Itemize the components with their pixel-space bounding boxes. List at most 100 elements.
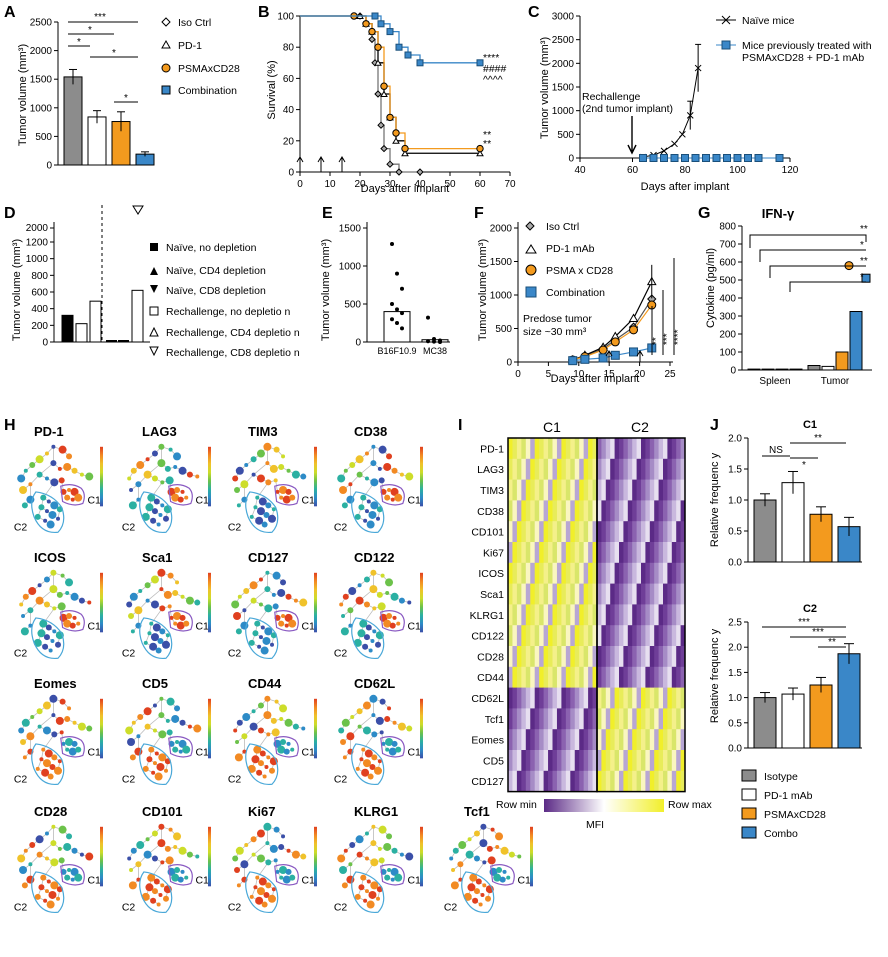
tree-node [390,877,395,882]
heatmap-cell [610,479,615,501]
tree-node [37,583,42,588]
g-ytick-label: 100 [719,348,736,359]
tree-node [40,494,47,501]
cluster-c2-outline [245,871,279,914]
tree-node [52,606,57,611]
heatmap-cell [574,521,580,543]
tree-node [55,641,61,648]
heatmap-cell [610,500,615,522]
tree-node [234,753,243,762]
heatmap-cell [658,604,664,626]
tree-edge [150,608,163,624]
tree-node [339,866,348,874]
tree-node [342,593,349,600]
c-ytick-label: 500 [557,130,574,141]
j-bot-ytick-label: 2.5 [728,618,742,629]
tree-node [79,852,84,857]
heatmap-cell [516,729,522,751]
heatmap-cell [654,708,659,730]
tree-node [165,856,174,865]
legend-j-combo: Combo [764,828,798,840]
tree-node [258,497,267,506]
heatmap-cell [676,666,681,688]
heatmap-cell [530,625,536,647]
tree-node [366,900,375,909]
cluster-c2-label: C2 [14,647,28,659]
g-ytick-label: 0 [730,366,736,377]
tree-node [269,767,275,774]
tree-node [42,726,51,735]
heatmap-cell [579,625,585,647]
tree-node [356,471,363,478]
marker-label: CD101 [142,804,182,819]
tree-node [363,518,368,523]
c-ytick-label: 3000 [552,12,575,23]
sig-j-bot-2: *** [812,627,824,638]
heatmap-cell [543,666,549,688]
heatmap-cell [619,646,624,668]
heatmap-cell [614,479,620,501]
heatmap-cell [632,750,637,772]
tree-node [171,714,180,723]
heatmap-cell [543,625,549,647]
tree-node [263,511,270,518]
heatmap-cell [632,479,637,501]
tree-node [252,630,259,637]
d-ytick-label: 1200 [26,238,49,249]
tree-node [348,623,353,628]
heatmap-cell [543,583,549,605]
heatmap-cell [570,479,576,501]
heatmap-cell [671,708,677,730]
heatmap-cell [561,604,567,626]
tree-node [46,499,51,504]
tree-node [37,724,42,729]
heatmap-cell [641,770,646,792]
f-ytick-label: 0 [506,358,512,369]
tree-node [158,730,167,739]
tree-node [44,749,53,758]
heatmap-cell [610,583,615,605]
heatmap-cell [521,750,527,772]
tree-node [85,472,94,481]
tree-edge [362,734,375,750]
heatmap-cell [623,770,629,792]
heatmap-cell [658,583,664,605]
tree-node [87,600,92,605]
heatmap-cell [583,604,589,626]
tree-node [350,715,355,720]
bar-g [747,368,761,371]
tree-node [269,464,278,473]
heatmap-cell [521,562,527,584]
tree-node [495,844,500,849]
heatmap-cell [588,500,593,522]
heatmap-cell [516,604,522,626]
heatmap-cell [636,625,642,647]
tree-node [290,747,295,752]
heatmap-cell [667,500,673,522]
tree-node [258,635,263,640]
heatmap-cell [605,646,611,668]
sig-b-4: ** [483,129,491,141]
heatmap-cell [641,583,646,605]
tree-node [63,462,72,471]
heatmap-cell [565,646,571,668]
tree-node [372,606,377,611]
tree-node [266,755,271,760]
heatmap-cell [632,646,637,668]
heatmap-cell [680,542,686,564]
heatmap-cell [680,708,686,730]
survival-point-pd1 [401,149,409,157]
tree-node [180,594,185,599]
c-ytick-label: 0 [568,154,574,165]
heatmap-cell [579,750,585,772]
tree-node [248,639,255,646]
tree-node [286,848,291,853]
heatmap-cell [583,521,589,543]
heatmap-cell [663,458,668,480]
tree-node [378,825,387,834]
tree-node [271,507,276,512]
tree-node [156,522,161,527]
tree-node [253,885,258,890]
tree-node [169,615,174,620]
